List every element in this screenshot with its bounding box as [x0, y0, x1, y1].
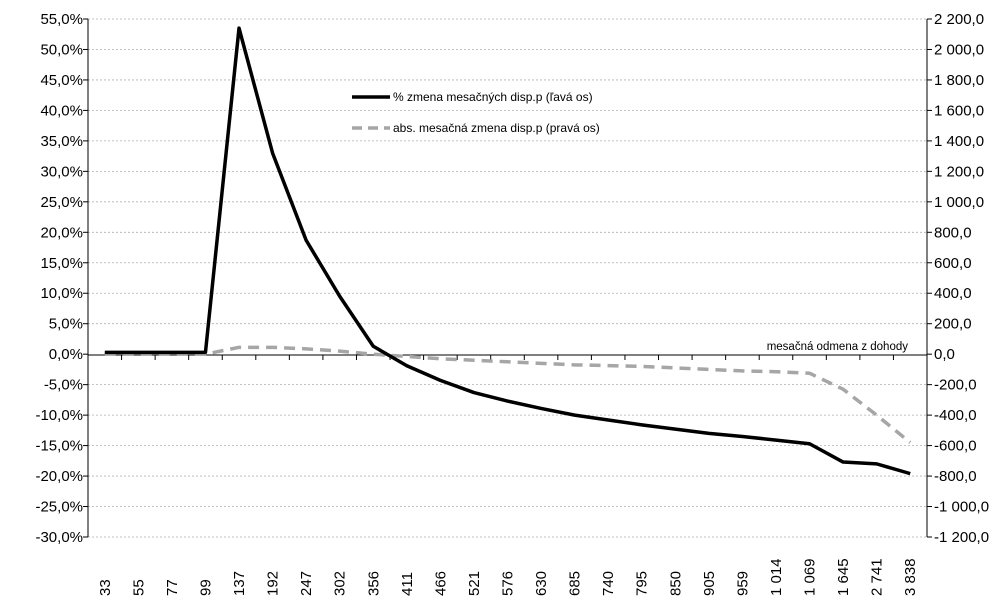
x-tick-label: 959 [734, 571, 751, 596]
series-line-pct [104, 26, 911, 476]
x-tick-label: 192 [265, 571, 282, 596]
right-tick-label: 2 000,0 [934, 41, 984, 58]
x-tick-label: 576 [500, 571, 517, 596]
x-tick-label: 77 [164, 579, 181, 596]
legend: % zmena mesačných disp.p (ľavá os) abs. … [352, 90, 600, 135]
right-tick-label: -600,0 [934, 438, 977, 455]
left-tick-label: -30,0% [35, 529, 83, 546]
right-tick-label: -200,0 [934, 377, 977, 394]
x-tick-label: 3 838 [902, 558, 919, 596]
legend-label-abs: abs. mesačná zmena disp.p (pravá os) [393, 121, 600, 135]
x-tick-label: 247 [298, 571, 315, 596]
left-tick-label: -20,0% [35, 468, 83, 485]
x-tick-label: 99 [197, 579, 214, 596]
right-tick-label: -800,0 [934, 468, 977, 485]
right-tick-label: 0,0 [934, 346, 955, 363]
right-tick-label: 600,0 [934, 255, 972, 272]
x-tick-label: 740 [600, 571, 617, 596]
right-tick-label: 1 200,0 [934, 163, 984, 180]
left-tick-label: 20,0% [40, 224, 83, 241]
x-tick-label: 905 [701, 571, 718, 596]
x-tick-label: 850 [667, 571, 684, 596]
right-tick-label: 200,0 [934, 316, 972, 333]
left-tick-label: 25,0% [40, 194, 83, 211]
left-tick-label: 50,0% [40, 41, 83, 58]
left-tick-label: -25,0% [35, 499, 83, 516]
right-tick-label: 800,0 [934, 224, 972, 241]
left-tick-label: 0,0% [49, 346, 83, 363]
x-tick-label: 411 [399, 572, 416, 596]
left-tick-label: -10,0% [35, 407, 83, 424]
right-tick-label: 1 600,0 [934, 102, 984, 119]
left-tick-label: 5,0% [49, 316, 83, 333]
right-tick-label: 2 200,0 [934, 11, 984, 28]
left-tick-label: 45,0% [40, 72, 83, 89]
gridlines [83, 18, 932, 538]
left-tick-label: 30,0% [40, 163, 83, 180]
x-tick-label: 1 014 [768, 558, 785, 596]
left-axis-tick-labels: -30,0% -25,0% -20,0% -15,0% -10,0% -5,0% 0,0% 5… [35, 11, 83, 546]
left-tick-label: 10,0% [40, 285, 83, 302]
legend-label-pct: % zmena mesačných disp.p (ľavá os) [393, 90, 593, 104]
right-tick-label: 400,0 [934, 285, 972, 302]
x-axis-tick-labels: 33 55 77 99 137 192 247 302 356 411 466 521 576 630 68… [97, 558, 919, 596]
left-tick-label: 55,0% [40, 11, 83, 28]
right-tick-label: 1 400,0 [934, 133, 984, 150]
x-axis-title: mesačná odmena z dohody [767, 341, 909, 353]
series-line-abs [104, 345, 912, 444]
x-tick-label: 356 [365, 571, 382, 596]
x-axis-tick-marks [87, 355, 928, 360]
x-tick-label: 521 [466, 571, 483, 596]
right-tick-label: 1 800,0 [934, 72, 984, 89]
series-layer [104, 26, 912, 476]
x-tick-label: 466 [432, 571, 449, 596]
right-tick-label: -1 200,0 [934, 529, 989, 546]
x-tick-label: 302 [332, 571, 349, 596]
x-tick-label: 630 [533, 571, 550, 596]
x-tick-label: 137 [231, 571, 248, 596]
legend-item-abs: abs. mesačná zmena disp.p (pravá os) [352, 121, 600, 135]
x-tick-label: 33 [97, 579, 114, 596]
right-tick-label: -1 000,0 [934, 499, 989, 516]
x-tick-label: 2 741 [869, 558, 886, 596]
right-tick-label: 1 000,0 [934, 194, 984, 211]
left-tick-label: 40,0% [40, 102, 83, 119]
left-tick-label: 15,0% [40, 255, 83, 272]
x-tick-label: 55 [130, 579, 147, 596]
right-axis-tick-labels: -1 200,0 -1 000,0 -800,0 -600,0 -400,0 -200,0… [934, 11, 989, 546]
legend-item-pct: % zmena mesačných disp.p (ľavá os) [352, 90, 593, 104]
x-tick-label: 1 645 [835, 558, 852, 596]
right-tick-label: -400,0 [934, 407, 977, 424]
left-tick-label: -5,0% [44, 377, 83, 394]
x-tick-label: 685 [567, 571, 584, 596]
x-tick-label: 795 [634, 571, 651, 596]
x-tick-label: 1 069 [802, 558, 819, 596]
left-tick-label: -15,0% [35, 438, 83, 455]
left-tick-label: 35,0% [40, 133, 83, 150]
